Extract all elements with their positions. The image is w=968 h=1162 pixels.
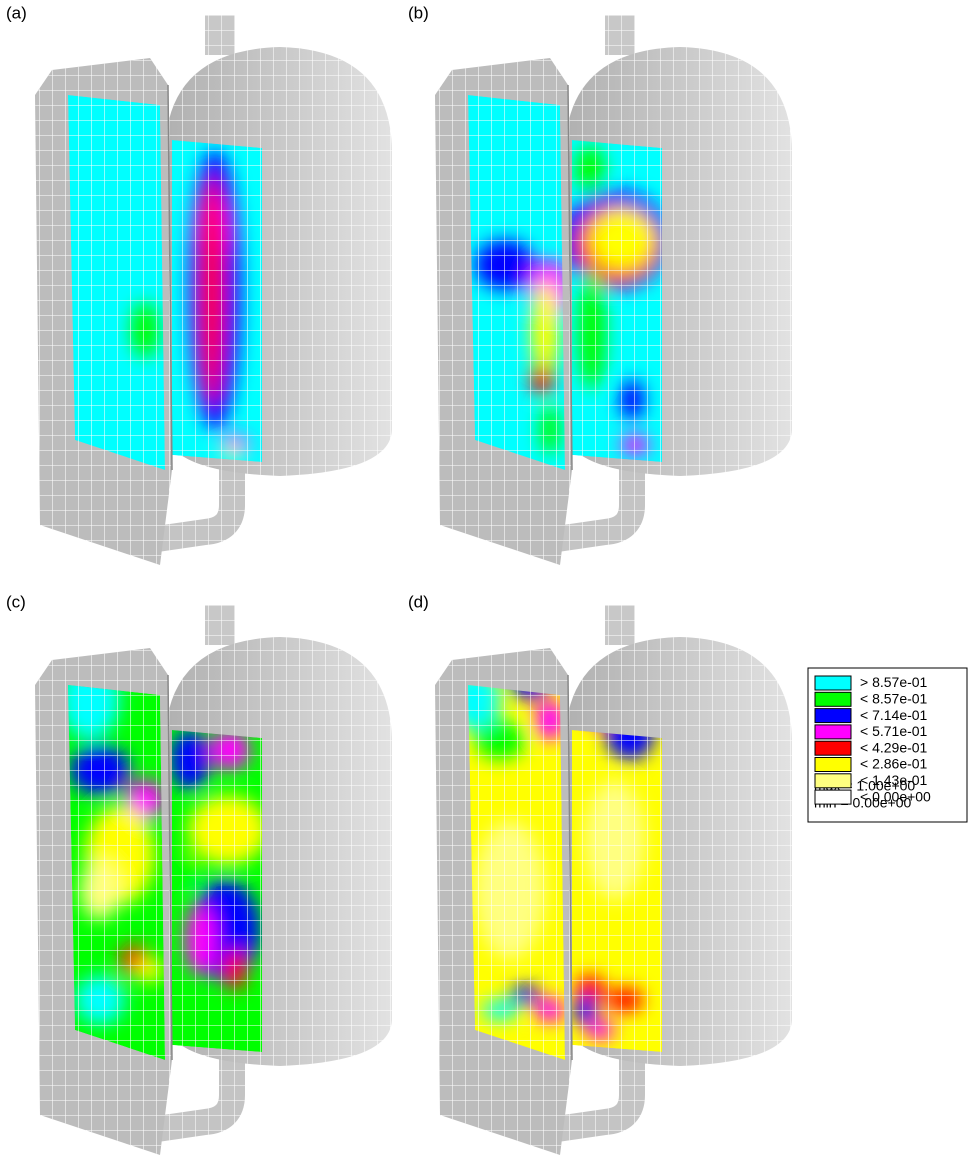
legend-label: < 5.71e-01 xyxy=(860,723,928,739)
vessel-panel xyxy=(35,15,392,565)
flap-mesh xyxy=(435,58,572,565)
legend-label: < 2.86e-01 xyxy=(860,756,928,772)
legend-label: < 0.00e+00 xyxy=(860,788,931,804)
panel-label: (b) xyxy=(408,3,429,22)
panel-label: (a) xyxy=(6,3,27,22)
legend-label: < 1.43e-01 xyxy=(860,772,928,788)
panel-label: (d) xyxy=(408,592,429,611)
vessel-panel xyxy=(35,605,392,1155)
top-nozzle-mesh xyxy=(605,15,635,55)
vessel-panel xyxy=(435,15,792,565)
legend-swatch xyxy=(815,709,851,723)
inner-mesh xyxy=(572,730,662,1052)
legend-swatch xyxy=(815,741,851,755)
top-nozzle-mesh xyxy=(605,605,635,645)
legend-swatch xyxy=(815,725,851,739)
legend-swatch xyxy=(815,774,851,788)
legend-label: < 8.57e-01 xyxy=(860,691,928,707)
top-nozzle-mesh xyxy=(205,15,235,55)
inner-mesh xyxy=(572,140,662,462)
top-nozzle-mesh xyxy=(205,605,235,645)
legend-label: < 4.29e-01 xyxy=(860,739,928,755)
panel-label: (c) xyxy=(6,592,26,611)
inner-mesh xyxy=(172,140,262,462)
inner-mesh xyxy=(172,730,262,1052)
vessel-panel xyxy=(435,605,792,1155)
flap-mesh xyxy=(35,58,172,565)
legend-swatch xyxy=(815,758,851,772)
flap-mesh xyxy=(35,648,172,1155)
legend-swatch xyxy=(815,692,851,706)
legend-label: > 8.57e-01 xyxy=(860,674,928,690)
legend-label: < 7.14e-01 xyxy=(860,707,928,723)
figure: (a) (b) (c) (d) max = 1.00e+00 min = 0.0… xyxy=(0,0,968,1162)
legend-swatch xyxy=(815,790,851,804)
page: (a) (b) (c) (d) max = 1.00e+00 min = 0.0… xyxy=(0,0,968,1162)
flap-mesh xyxy=(435,648,572,1155)
legend-swatch xyxy=(815,676,851,690)
